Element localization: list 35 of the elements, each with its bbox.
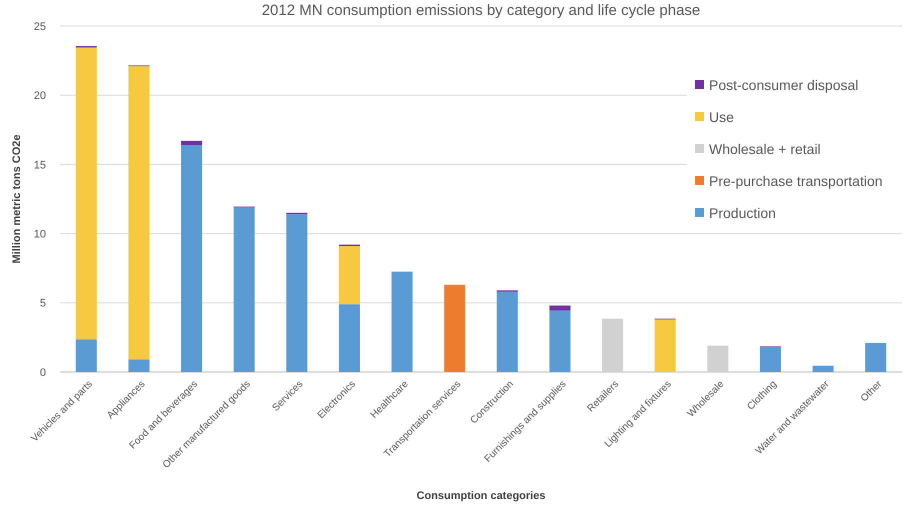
bar bbox=[444, 284, 466, 372]
legend-label: Production bbox=[709, 204, 776, 221]
y-tick-label: 10 bbox=[34, 228, 46, 240]
bar bbox=[654, 319, 676, 372]
bar bbox=[707, 346, 728, 372]
bar bbox=[865, 342, 886, 372]
bar bbox=[338, 246, 360, 304]
legend-label: Wholesale + retail bbox=[709, 140, 821, 157]
bar bbox=[181, 140, 202, 146]
y-axis-title: Million metric tons CO2e bbox=[11, 134, 23, 264]
legend-label: Pre-purchase transportation bbox=[709, 172, 883, 189]
legend-label: Use bbox=[709, 108, 734, 125]
bar bbox=[549, 310, 570, 372]
bar bbox=[760, 347, 781, 372]
bar bbox=[812, 366, 834, 372]
bar bbox=[181, 145, 202, 372]
bar bbox=[602, 318, 624, 372]
y-tick-label: 15 bbox=[34, 159, 46, 172]
bar bbox=[392, 272, 413, 372]
legend-label: Post-consumer disposal bbox=[709, 76, 858, 93]
bar bbox=[128, 66, 150, 360]
y-tick-label: 5 bbox=[40, 298, 46, 310]
bar bbox=[549, 306, 570, 310]
bar bbox=[286, 214, 308, 372]
bar bbox=[76, 339, 97, 372]
y-tick-label: 0 bbox=[40, 366, 46, 379]
bar bbox=[234, 207, 255, 372]
bar bbox=[338, 304, 360, 372]
y-tick-label: 20 bbox=[34, 90, 46, 102]
bar bbox=[128, 360, 150, 372]
chart-title: 2012 MN consumption emissions by category and life cycle phase bbox=[262, 2, 700, 19]
x-axis-title: Consumption categories bbox=[416, 490, 546, 502]
bar bbox=[76, 47, 97, 340]
bar bbox=[496, 292, 518, 372]
y-tick-label: 25 bbox=[34, 20, 46, 33]
